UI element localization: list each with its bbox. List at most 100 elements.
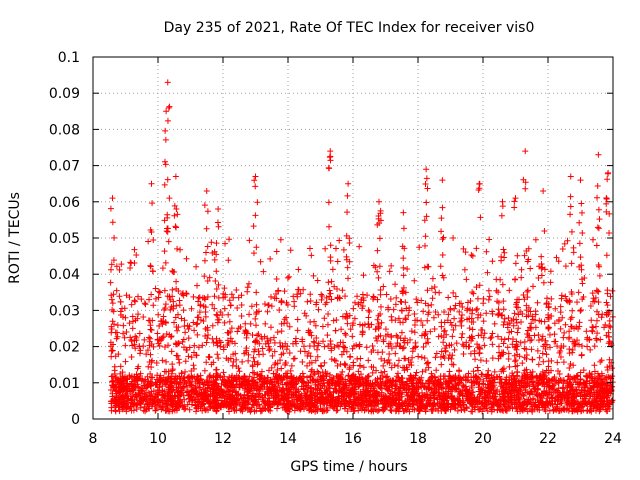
data-point [578,200,585,207]
data-point [476,380,483,387]
data-point [257,408,264,415]
data-point [343,310,350,317]
data-point [191,365,198,372]
data-point [370,294,377,301]
data-point [416,244,423,251]
data-point [201,273,208,280]
data-point [225,330,232,337]
data-point [543,395,550,402]
data-point [270,334,277,341]
data-point [271,295,278,302]
data-point [407,372,414,379]
data-point [299,378,306,385]
data-point [570,362,577,369]
data-point [378,319,385,326]
data-point [235,294,242,301]
data-point [306,329,313,336]
data-point [108,292,115,299]
data-point [334,362,341,369]
data-point [278,320,285,327]
data-point [343,398,350,405]
data-point [233,286,240,293]
data-point [548,367,555,374]
data-point [574,299,581,306]
data-point [359,291,366,298]
data-point [182,358,189,365]
data-point [440,328,447,335]
data-point [171,319,178,326]
data-point [366,395,373,402]
data-point [344,209,351,216]
data-point [603,299,610,306]
data-point [294,316,301,323]
data-point [274,401,281,408]
data-point [473,306,480,313]
data-point [260,268,267,275]
data-point [488,334,495,341]
data-point [286,273,293,280]
data-point [149,317,156,324]
data-point [201,405,208,412]
data-point [252,183,259,190]
data-point [388,313,395,320]
data-point [116,401,123,408]
data-point [306,245,313,252]
data-point [377,375,384,382]
data-point [259,374,266,381]
data-point [578,352,585,359]
data-point [377,332,384,339]
data-point [345,275,352,282]
data-point [533,391,540,398]
data-point [245,357,252,364]
data-point [380,362,387,369]
data-point [479,408,486,415]
data-point [122,342,129,349]
data-point [186,406,193,413]
data-point [314,346,321,353]
data-point [253,386,260,393]
data-point [535,332,542,339]
data-point [214,371,221,378]
data-point [133,371,140,378]
data-point [312,386,319,393]
data-point [522,389,529,396]
data-point [550,406,557,413]
data-point [205,354,212,361]
data-point [315,340,322,347]
data-point [124,375,131,382]
data-point [474,305,481,312]
data-point [226,318,233,325]
data-point [342,330,349,337]
data-point [474,364,481,371]
data-point [400,255,407,262]
data-point [514,329,521,336]
data-point [229,388,236,395]
data-point [295,266,302,273]
data-point [546,331,553,338]
data-point [186,395,193,402]
data-point [169,389,176,396]
data-point [197,384,204,391]
data-point [604,287,611,294]
data-point [574,337,581,344]
data-point [465,370,472,377]
data-point [555,258,562,265]
data-point [281,390,288,397]
data-point [499,203,506,210]
data-point [255,331,262,338]
data-point [541,318,548,325]
data-point [547,279,554,286]
data-point [117,363,124,370]
data-point [307,291,314,298]
data-point [168,370,175,377]
data-point [400,337,407,344]
data-point [121,401,128,408]
data-point [553,254,560,261]
data-point [194,314,201,321]
data-point [534,404,541,411]
data-point [309,376,316,383]
data-point [487,335,494,342]
data-point [521,369,528,376]
data-point [201,257,208,264]
data-point [400,209,407,216]
